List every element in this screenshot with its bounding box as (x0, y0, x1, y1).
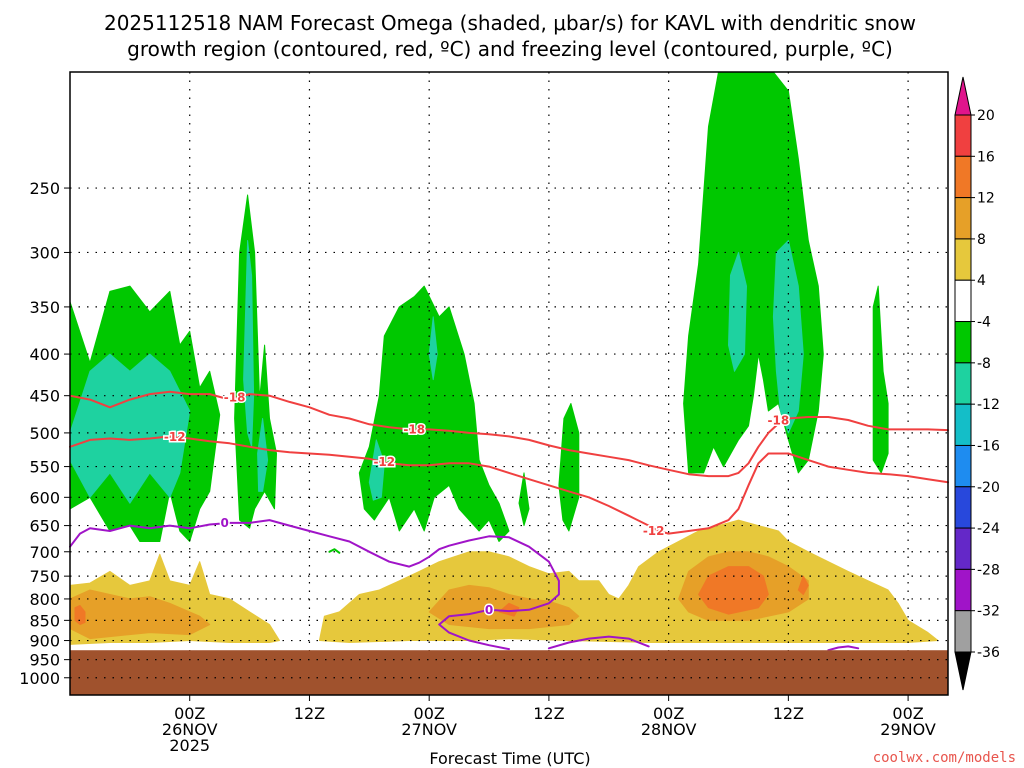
y-axis-pressure: 250 300 350 400 450 500 550 600 650 700 750 800 850 9… (19, 179, 70, 688)
colorbar-bin-10 (954, 527, 972, 570)
contour-label-isotherm-minus-18-2: -18 (768, 414, 790, 428)
colorbar-bin-4 (954, 279, 972, 323)
colorbar-bin-0 (954, 114, 972, 157)
x-tick-label-4-2: 28NOV (641, 720, 697, 739)
y-tick-label-1000: 1000 (19, 669, 60, 688)
omega-shading (69, 71, 939, 645)
x-axis-title: Forecast Time (UTC) (429, 749, 590, 768)
terrain-below-surface (70, 650, 948, 695)
omega-region-ascent-plume-5-core-a (728, 252, 747, 372)
y-tick-label-700: 700 (29, 543, 60, 562)
omega-region-ascent-plume-3 (358, 285, 510, 542)
omega-region-descent-mid-band-peak-b (797, 575, 809, 595)
x-tick-label-1-1: 12Z (294, 704, 325, 723)
colorbar-bin-1 (954, 155, 972, 199)
credit-text: coolwx.com/models (873, 750, 1016, 766)
colorbar-label-0: 20 (977, 108, 995, 124)
x-tick-label-0-2: 26NOV (162, 720, 218, 739)
contour-label-isotherm-minus-12-1: -12 (373, 455, 395, 469)
plot-area: -18 -18 -18 -12 -12 -12 0 0 (69, 71, 949, 696)
colorbar-label-1: 16 (977, 149, 995, 165)
y-tick-label-800: 800 (29, 590, 60, 609)
x-tick-label-6-1: 00Z (892, 704, 923, 723)
colorbar-label-10: -24 (977, 521, 1000, 537)
contour-label-freezing-level-0: 0 (220, 516, 228, 530)
contour-label-isotherm-minus-18-1: -18 (403, 422, 425, 436)
y-tick-label-550: 550 (29, 458, 60, 477)
x-tick-label-2-1: 00Z (414, 704, 445, 723)
y-tick-label-250: 250 (29, 179, 60, 198)
x-tick-label-0-1: 00Z (174, 704, 205, 723)
contour-label-freezing-level-1: 0 (485, 603, 493, 617)
omega-colorbar: 20 16 12 8 4 -4 -8 -12 -16 -20 -24 -28 -32 -36 (954, 76, 1000, 691)
colorbar-arrow-bottom (954, 651, 972, 691)
y-tick-label-850: 850 (29, 611, 60, 630)
y-tick-label-900: 900 (29, 632, 60, 651)
colorbar-label-9: -20 (977, 480, 1000, 496)
omega-region-ascent-column-2-lower (257, 418, 269, 492)
contour-isotherm-minus-18 (69, 390, 949, 478)
colorbar-label-12: -32 (977, 604, 1000, 620)
colorbar-label-5: -4 (977, 315, 991, 331)
chart-title-line-1: 2025112518 NAM Forecast Omega (shaded, μ… (104, 11, 916, 35)
y-tick-label-600: 600 (29, 488, 60, 507)
terrain-fill (70, 650, 948, 695)
contour-freezing-level-fragment (328, 548, 341, 554)
y-tick-label-450: 450 (29, 387, 60, 406)
colorbar-bin-5 (954, 321, 972, 364)
y-tick-label-750: 750 (29, 567, 60, 586)
y-tick-label-650: 650 (29, 517, 60, 536)
omega-region-ascent-plume-1-core (69, 353, 191, 504)
contour-label-isotherm-minus-18-0: -18 (224, 390, 246, 404)
contour-freezing-level (69, 519, 560, 651)
colorbar-bin-7 (954, 403, 972, 446)
x-tick-label-3-1: 12Z (533, 704, 564, 723)
colorbar-label-11: -28 (977, 562, 1000, 578)
omega-region-descent-mid-band-peak (698, 566, 769, 615)
omega-region-descent-low-level-peak (74, 605, 86, 625)
colorbar-arrow-top (954, 76, 972, 116)
x-tick-label-2-2: 27NOV (401, 720, 457, 739)
y-tick-label-950: 950 (29, 651, 60, 670)
colorbar-bin-3 (954, 238, 972, 281)
colorbar-label-4: 4 (977, 273, 986, 289)
y-tick-label-350: 350 (29, 298, 60, 317)
omega-region-ascent-plume-3-core (368, 439, 385, 501)
contour-freezing-level-surface-b (827, 645, 860, 652)
x-tick-label-4-1: 00Z (653, 704, 684, 723)
x-tick-label-5-1: 12Z (773, 704, 804, 723)
temperature-contours: -18 -18 -18 -12 -12 -12 0 0 (69, 389, 949, 652)
colorbar-bin-2 (954, 197, 972, 240)
omega-region-ascent-tail-a (518, 472, 530, 527)
y-tick-label-300: 300 (29, 243, 60, 262)
y-tick-label-500: 500 (29, 424, 60, 443)
omega-region-ascent-plume-3-core-upper (428, 316, 438, 381)
omega-region-descent-mid-band-peak-c (498, 602, 520, 617)
omega-region-ascent-column-4 (558, 403, 580, 532)
colorbar-label-8: -16 (977, 438, 1000, 454)
colorbar-label-7: -12 (977, 397, 1000, 413)
contour-freezing-level-surface-a (547, 635, 650, 650)
chart-title-line-2: growth region (contoured, red, ºC) and f… (127, 37, 893, 61)
colorbar-label-13: -36 (977, 645, 1000, 661)
colorbar-bin-8 (954, 444, 972, 488)
colorbar-label-3: 8 (977, 232, 986, 248)
colorbar-label-6: -8 (977, 356, 991, 372)
y-tick-label-400: 400 (29, 345, 60, 364)
omega-region-ascent-fragment-6 (872, 285, 889, 474)
contour-isotherm-minus-12 (69, 435, 949, 535)
plot-frame (69, 71, 949, 696)
colorbar-bin-9 (954, 486, 972, 529)
omega-region-descent-low-level-core (69, 589, 211, 640)
x-tick-label-6-2: 29NOV (880, 720, 936, 739)
colorbar-bin-6 (954, 362, 972, 405)
contour-label-isotherm-minus-12-0: -12 (164, 430, 186, 444)
contour-label-isotherm-minus-12-2: -12 (643, 524, 665, 538)
colorbar-label-2: 12 (977, 191, 995, 207)
colorbar-bin-11 (954, 568, 972, 612)
x-tick-label-0-3: 2025 (169, 736, 210, 755)
colorbar-bin-12 (954, 610, 972, 653)
